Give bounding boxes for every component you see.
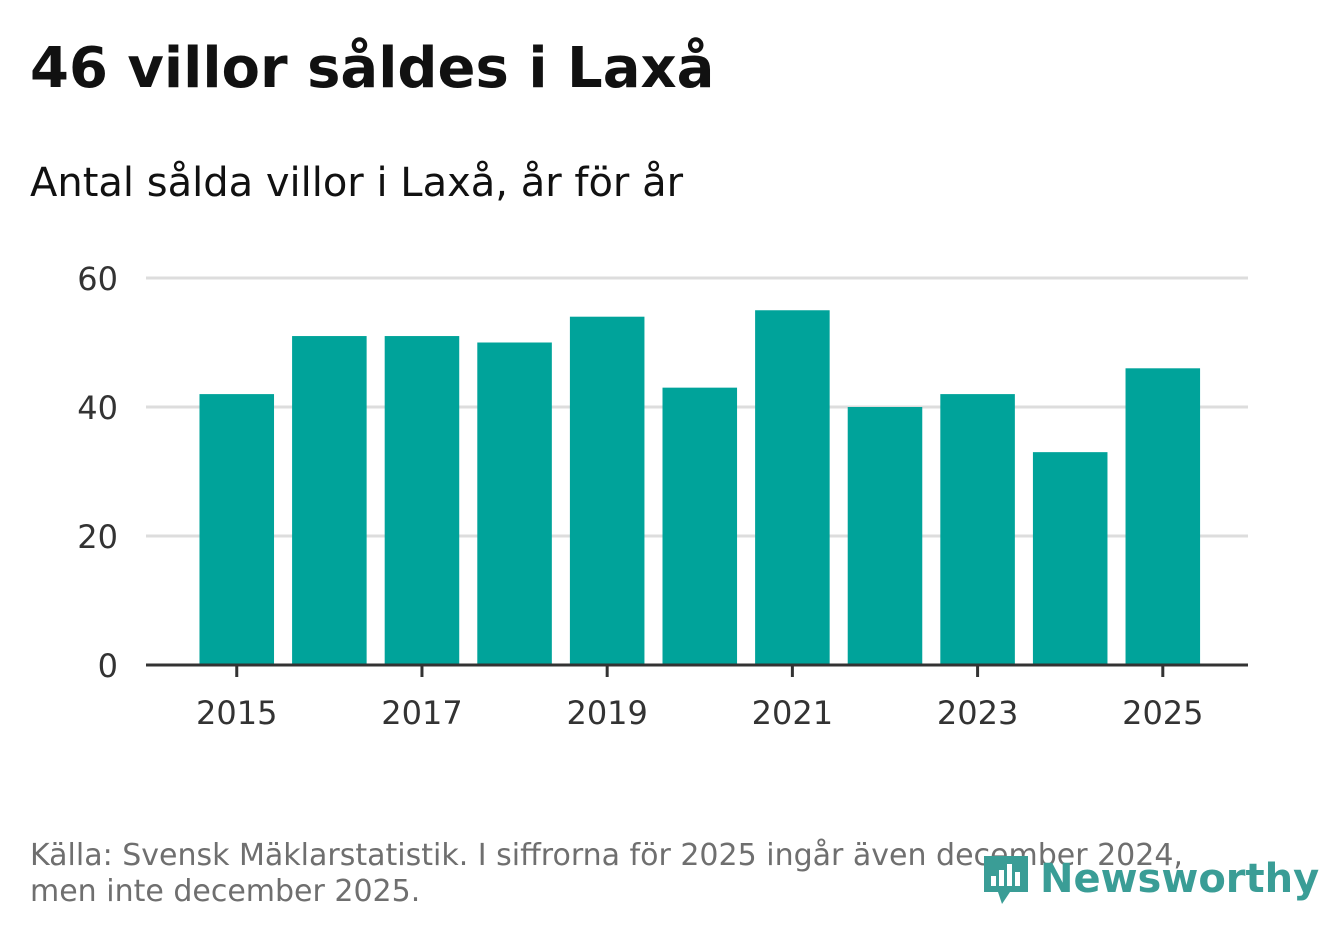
- newsworthy-logo: Newsworthy: [980, 850, 1319, 908]
- y-tick-label-0: 0: [98, 647, 118, 685]
- chart-subtitle: Antal sålda villor i Laxå, år för år: [30, 160, 684, 206]
- source-line-2: men inte december 2025.: [30, 874, 421, 909]
- bar-2017: [384, 336, 460, 665]
- x-tick-label-2015: 2015: [196, 694, 277, 732]
- bar-2022: [847, 407, 923, 665]
- x-tick-label-2019: 2019: [566, 694, 647, 732]
- axes: 0 20 40 60 2015 2017 2019 2021 2023 2025: [77, 260, 1248, 732]
- x-tick-label-2025: 2025: [1122, 694, 1203, 732]
- bar-2023: [940, 394, 1015, 665]
- bar-2018: [477, 342, 552, 665]
- y-tick-label-40: 40: [77, 389, 118, 427]
- chart-title: 46 villor såldes i Laxå: [30, 36, 715, 101]
- y-tick-label-20: 20: [77, 518, 118, 556]
- x-tick-label-2021: 2021: [752, 694, 833, 732]
- x-tick-label-2017: 2017: [381, 694, 462, 732]
- y-tick-label-60: 60: [77, 260, 118, 298]
- chart-bubble-icon: [984, 856, 1028, 904]
- logo-text: Newsworthy: [1040, 856, 1320, 902]
- bar-2020: [662, 387, 738, 665]
- bar-2016: [292, 336, 367, 665]
- bars: [199, 310, 1201, 665]
- bar-chart: 0 20 40 60 2015 2017 2019 2021 2023 2025: [77, 260, 1248, 732]
- bar-2021: [755, 310, 830, 665]
- bar-2024: [1032, 452, 1108, 665]
- bar-2015: [199, 394, 275, 665]
- bar-2025: [1125, 368, 1201, 665]
- x-tick-label-2023: 2023: [937, 694, 1018, 732]
- bar-2019: [569, 316, 645, 665]
